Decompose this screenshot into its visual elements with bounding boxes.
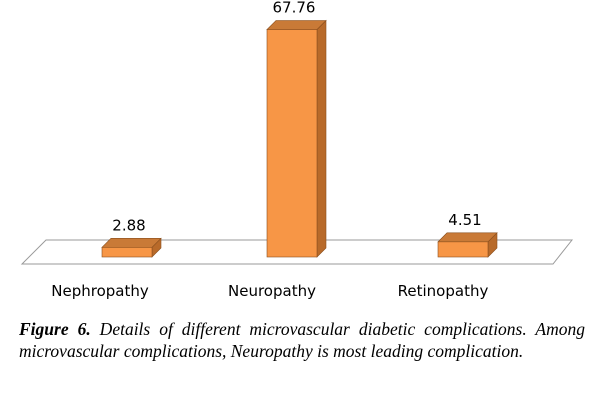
bar-front-face bbox=[437, 241, 489, 258]
bar-top-face bbox=[101, 238, 162, 248]
bar-retinopathy bbox=[437, 232, 498, 258]
figure-caption: Figure 6. Details of different microvasc… bbox=[19, 318, 585, 362]
bar-side-face bbox=[316, 19, 327, 258]
bar-top-face bbox=[437, 232, 498, 243]
bar-front-face bbox=[266, 29, 318, 258]
bar-front-face bbox=[101, 247, 153, 258]
bar-chart: 2.88 67.76 4.51 Nephropathy Neuropathy Retin… bbox=[20, 0, 574, 300]
caption-label: Figure 6. bbox=[19, 319, 91, 339]
category-label-neuropathy: Neuropathy bbox=[228, 282, 316, 300]
bar-top-face bbox=[266, 20, 327, 30]
value-labels: 2.88 67.76 4.51 bbox=[112, 0, 481, 234]
category-label-retinopathy: Retinopathy bbox=[398, 282, 489, 300]
caption-text: Details of different microvascular diabe… bbox=[19, 319, 585, 361]
category-labels: Nephropathy Neuropathy Retinopathy bbox=[51, 282, 488, 300]
bar-neuropathy bbox=[266, 19, 327, 258]
bars bbox=[101, 19, 498, 258]
value-label-neuropathy: 67.76 bbox=[273, 0, 316, 17]
value-label-nephropathy: 2.88 bbox=[112, 216, 145, 234]
value-label-retinopathy: 4.51 bbox=[448, 211, 481, 229]
bar-nephropathy bbox=[101, 237, 162, 258]
category-label-nephropathy: Nephropathy bbox=[51, 282, 149, 300]
